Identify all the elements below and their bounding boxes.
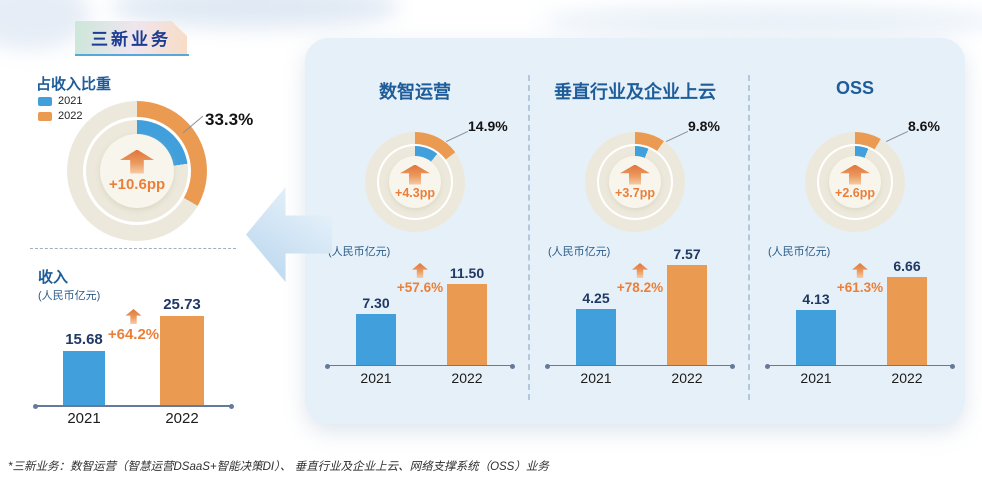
dashed-separator bbox=[748, 75, 750, 400]
legend-item-2021: 2021 bbox=[38, 95, 82, 107]
delta-pp-label: +2.6pp bbox=[835, 185, 875, 200]
growth-label: +61.3% bbox=[836, 280, 884, 295]
up-arrow-icon bbox=[851, 263, 868, 278]
footnote: *三新业务：数智运营（智慧运营DSaaS+智能决策DI）、 垂直行业及企业上云、… bbox=[8, 461, 549, 473]
revenue-bar-chart: 4.13 6.66 +61.3% 2021 2022 bbox=[765, 245, 955, 386]
panel-oss: OSS +2.6pp 8.6% (人民币亿元) 4.13 bbox=[745, 38, 965, 424]
bar-value-label: 7.30 bbox=[362, 295, 390, 311]
bar-orange bbox=[887, 277, 927, 365]
axis-label-2022: 2022 bbox=[451, 370, 483, 386]
axis-label-2022: 2022 bbox=[165, 410, 199, 427]
up-arrow-icon bbox=[125, 309, 142, 324]
bar-value-label: 11.50 bbox=[449, 265, 485, 281]
growth-label: +78.2% bbox=[616, 280, 664, 295]
bar-orange bbox=[447, 284, 487, 365]
growth-annotation: +64.2% bbox=[108, 309, 159, 343]
bar-2021: 7.30 bbox=[356, 295, 396, 365]
growth-annotation: +61.3% bbox=[837, 263, 883, 295]
axis-label-2021: 2021 bbox=[67, 410, 101, 427]
up-arrow-icon bbox=[400, 164, 430, 185]
axis-label-2021: 2021 bbox=[800, 370, 832, 386]
legend-item-2022: 2022 bbox=[38, 110, 82, 122]
share-callout-total: 33.3% bbox=[205, 110, 254, 129]
legend-swatch-orange bbox=[38, 111, 52, 121]
panel-digital-operations: 数智运营 +4.3pp 14.9% (人民币亿元) 7.30 bbox=[305, 38, 525, 424]
legend-swatch-blue bbox=[38, 96, 52, 106]
bar-value-label: 7.57 bbox=[673, 246, 701, 262]
growth-annotation: +57.6% bbox=[397, 263, 443, 295]
up-arrow-icon bbox=[620, 164, 650, 185]
bar-blue bbox=[796, 310, 836, 365]
bar-2021: 4.25 bbox=[576, 290, 616, 365]
donut-center: +2.6pp bbox=[829, 156, 881, 208]
share-callout: 8.6% bbox=[908, 118, 940, 134]
background-wisp bbox=[540, 6, 982, 36]
bar-2022: 7.57 bbox=[667, 246, 707, 365]
growth-label: +64.2% bbox=[107, 326, 160, 343]
delta-pp-label: +10.6pp bbox=[108, 175, 166, 193]
legend-label: 2022 bbox=[58, 110, 83, 122]
legend-label: 2021 bbox=[58, 95, 83, 107]
bar-value-label: 25.73 bbox=[163, 296, 201, 313]
page-title: 三新业务 bbox=[75, 21, 187, 54]
revenue-bar-chart: 7.30 11.50 +57.6% 2021 2022 bbox=[325, 245, 515, 386]
panel-title: OSS bbox=[835, 78, 874, 98]
segments-card: 数智运营 +4.3pp 14.9% (人民币亿元) 7.30 bbox=[305, 38, 965, 424]
bar-value-label: 4.25 bbox=[582, 290, 610, 306]
delta-pp-label: +3.7pp bbox=[615, 185, 655, 200]
donut-center: +3.7pp bbox=[609, 156, 661, 208]
donut-center: +4.3pp bbox=[389, 156, 441, 208]
bar-value-label: 4.13 bbox=[802, 291, 830, 307]
panel-title: 数智运营 bbox=[379, 82, 451, 102]
up-arrow-icon bbox=[120, 149, 154, 174]
share-donut: +3.7pp bbox=[585, 132, 685, 232]
unit-label: (人民币亿元) bbox=[328, 246, 391, 258]
axis-label-2022: 2022 bbox=[671, 370, 703, 386]
share-donut: +2.6pp bbox=[805, 132, 905, 232]
bar-blue bbox=[63, 351, 105, 405]
up-arrow-icon bbox=[411, 263, 428, 278]
bar-value-label: 6.66 bbox=[893, 258, 921, 274]
bar-orange bbox=[160, 316, 204, 405]
unit-label: (人民币亿元) bbox=[548, 246, 611, 258]
bar-2022: 25.73 bbox=[160, 296, 204, 405]
axis-label-2022: 2022 bbox=[891, 370, 923, 386]
share-callout: 9.8% bbox=[688, 118, 720, 134]
share-callout: 14.9% bbox=[468, 118, 508, 134]
growth-annotation: +78.2% bbox=[617, 263, 663, 295]
share-donut-total: +10.6pp bbox=[67, 101, 207, 241]
bar-blue bbox=[576, 309, 616, 365]
revenue-section-title: 收入 bbox=[38, 269, 69, 286]
revenue-bar-chart: 4.25 7.57 +78.2% 2021 2022 bbox=[545, 245, 735, 386]
dashed-separator bbox=[528, 75, 530, 400]
bar-value-label: 15.68 bbox=[65, 331, 103, 348]
dashed-divider bbox=[30, 248, 236, 249]
unit-label: (人民币亿元) bbox=[768, 246, 831, 258]
legend: 2021 2022 bbox=[38, 95, 82, 122]
up-arrow-icon bbox=[840, 164, 870, 185]
axis-label-2021: 2021 bbox=[580, 370, 612, 386]
bar-blue bbox=[356, 314, 396, 365]
share-section-title: 占收入比重 bbox=[36, 76, 112, 93]
growth-label: +57.6% bbox=[396, 280, 444, 295]
up-arrow-icon bbox=[631, 263, 648, 278]
bar-2021: 4.13 bbox=[796, 291, 836, 365]
page-title-underline bbox=[75, 54, 189, 56]
delta-pp-label: +4.3pp bbox=[395, 185, 435, 200]
panel-vertical-cloud: 垂直行业及企业上云 +3.7pp 9.8% (人民币亿元) 4.25 bbox=[525, 38, 745, 424]
bar-2021: 15.68 bbox=[63, 331, 105, 405]
share-donut: +4.3pp bbox=[365, 132, 465, 232]
donut-center: +10.6pp bbox=[100, 134, 174, 208]
revenue-bar-chart-total: 15.68 25.73 +64.2% 2021 2022 bbox=[33, 296, 234, 427]
bar-2022: 11.50 bbox=[447, 265, 487, 365]
revenue-unit-label: (人民币亿元) bbox=[38, 290, 101, 302]
bar-2022: 6.66 bbox=[887, 258, 927, 365]
axis-label-2021: 2021 bbox=[360, 370, 392, 386]
bar-orange bbox=[667, 265, 707, 365]
panel-title: 垂直行业及企业上云 bbox=[554, 82, 716, 102]
